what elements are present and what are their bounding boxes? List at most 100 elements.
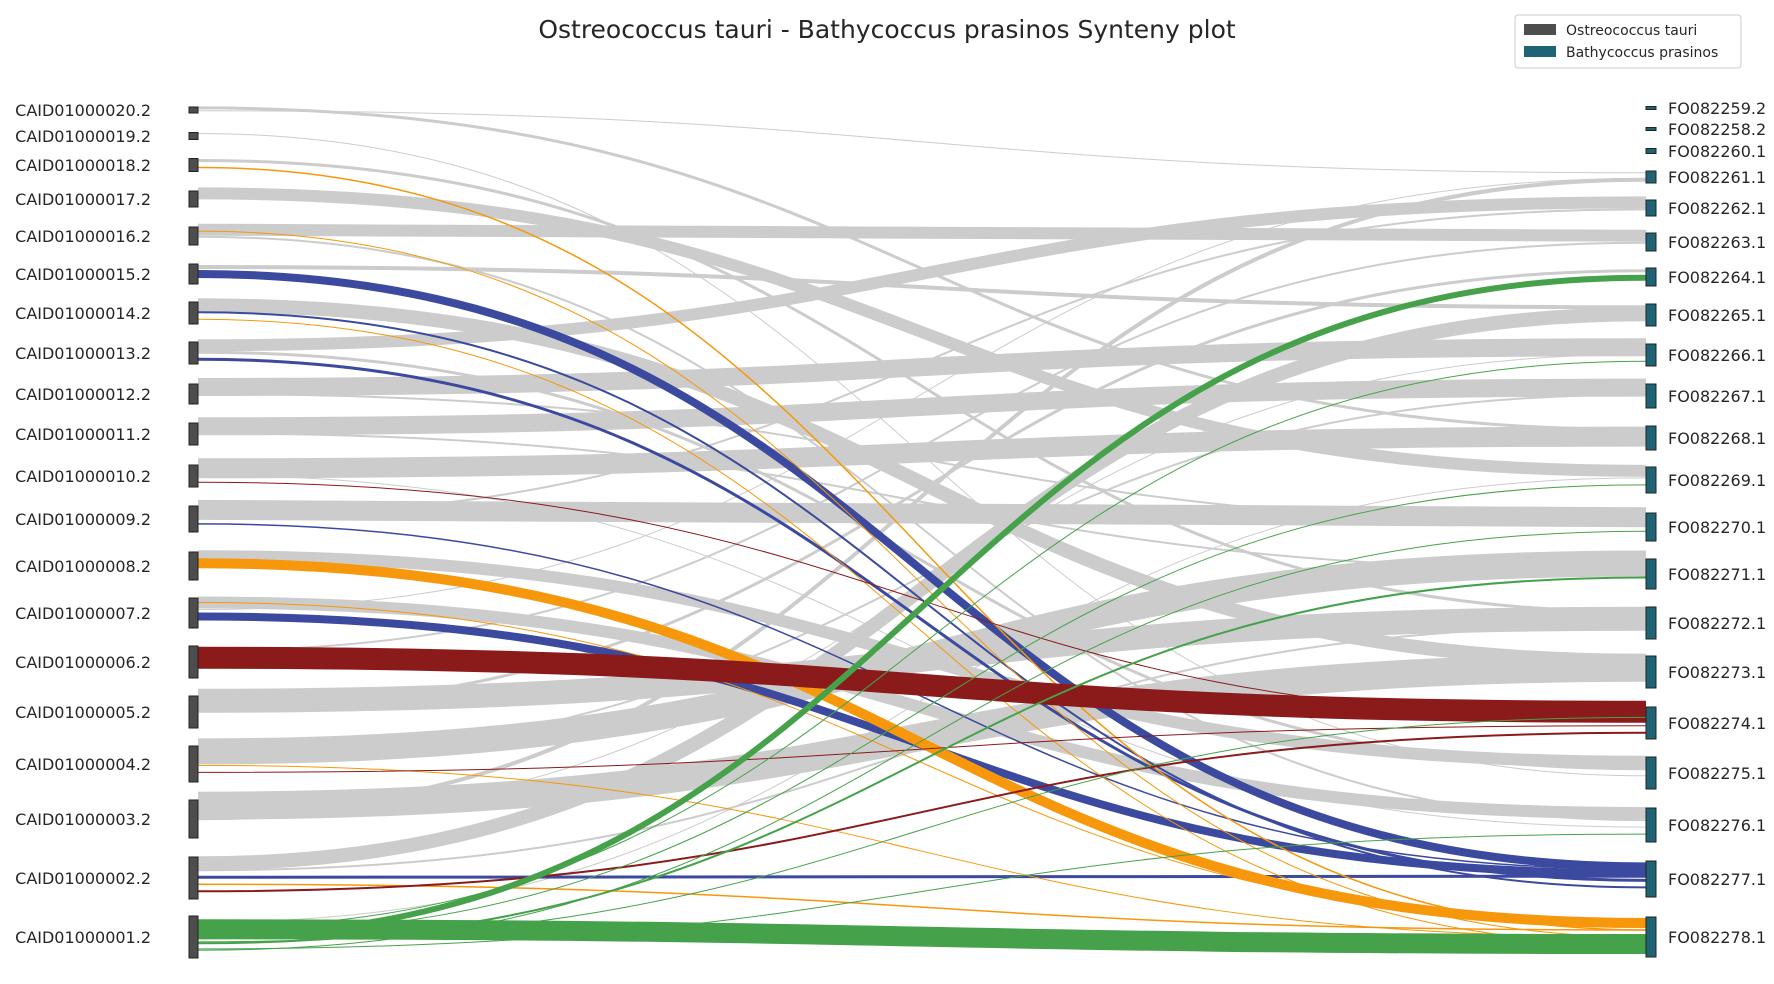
left-chromosome-bar-6 <box>188 301 199 325</box>
synteny-link-4 <box>197 523 1647 870</box>
right-chromosome-label-18: FO082276.1 <box>1668 816 1766 835</box>
right-genome-chromosomes: FO082259.2 FO082258.2 FO082260.1 FO082261.1… <box>1645 99 1766 958</box>
synteny-link-35 <box>197 426 1647 479</box>
right-chromosome-label-20: FO082278.1 <box>1668 928 1766 947</box>
chart-title: Ostreococcus tauri - Bathycoccus prasino… <box>538 15 1236 44</box>
left-chromosome-label-4: CAID01000016.2 <box>15 227 151 246</box>
right-chromosome-bar-7 <box>1645 303 1657 327</box>
right-chromosome-label-9: FO082267.1 <box>1668 387 1766 406</box>
synteny-link-28 <box>197 187 1647 477</box>
left-chromosome-label-2: CAID01000018.2 <box>15 156 151 175</box>
synteny-link-46 <box>197 235 1647 822</box>
right-chromosome-label-7: FO082265.1 <box>1668 306 1766 325</box>
synteny-link-38 <box>197 596 1647 820</box>
synteny-link-29 <box>197 223 1647 242</box>
synteny-link-50 <box>197 241 1647 652</box>
right-chromosome-bar-3 <box>1645 170 1657 184</box>
synteny-link-17 <box>197 919 1647 954</box>
left-chromosome-label-14: CAID01000006.2 <box>15 653 151 672</box>
synteny-link-32 <box>197 196 1647 352</box>
synteny-link-36 <box>197 499 1647 528</box>
synteny-link-56 <box>197 353 1647 821</box>
synteny-link-18 <box>197 274 1647 940</box>
synteny-link-16 <box>197 731 1647 893</box>
legend-swatch-ostreococcus <box>1524 24 1556 35</box>
right-chromosome-bar-15 <box>1645 655 1657 689</box>
synteny-link-9 <box>197 318 1647 945</box>
left-chromosome-label-5: CAID01000015.2 <box>15 265 151 284</box>
synteny-link-7 <box>197 166 1647 931</box>
synteny-link-6 <box>197 558 1647 928</box>
right-chromosome-bar-5 <box>1645 232 1657 252</box>
left-chromosome-label-8: CAID01000012.2 <box>15 385 151 404</box>
synteny-link-40 <box>197 550 1647 765</box>
left-chromosome-label-11: CAID01000009.2 <box>15 510 151 529</box>
synteny-link-13 <box>197 646 1647 723</box>
legend-box <box>1514 14 1742 69</box>
left-chromosome-label-16: CAID01000004.2 <box>15 755 151 774</box>
synteny-link-21 <box>197 360 1647 929</box>
synteny-link-42 <box>197 177 1647 815</box>
right-chromosome-label-14: FO082272.1 <box>1668 614 1766 633</box>
right-chromosome-bar-20 <box>1645 916 1657 958</box>
synteny-link-8 <box>197 230 1647 938</box>
left-chromosome-bar-16 <box>188 745 199 783</box>
synteny-link-44 <box>197 269 1647 710</box>
right-chromosome-bar-13 <box>1645 558 1657 590</box>
synteny-link-20 <box>197 530 1647 951</box>
synteny-link-3 <box>197 311 1647 889</box>
synteny-link-10 <box>197 602 1647 924</box>
right-chromosome-bar-17 <box>1645 756 1657 790</box>
right-chromosome-label-12: FO082270.1 <box>1668 518 1766 537</box>
left-chromosome-bar-11 <box>188 505 199 533</box>
left-chromosome-label-10: CAID01000010.2 <box>15 467 151 486</box>
left-chromosome-bar-2 <box>188 158 199 172</box>
left-chromosome-bar-0 <box>188 106 199 114</box>
synteny-link-43 <box>197 307 1647 871</box>
synteny-link-19 <box>197 576 1647 945</box>
right-chromosome-label-2: FO082260.1 <box>1668 142 1766 161</box>
left-chromosome-label-1: CAID01000019.2 <box>15 127 151 146</box>
synteny-link-14 <box>197 481 1647 720</box>
synteny-link-23 <box>197 716 1647 943</box>
left-chromosome-label-3: CAID01000017.2 <box>15 190 151 209</box>
right-chromosome-bar-0 <box>1645 106 1657 110</box>
legend-label-ostreococcus: Ostreococcus tauri <box>1566 23 1697 39</box>
synteny-link-51 <box>197 393 1647 760</box>
left-chromosome-bar-1 <box>188 132 199 140</box>
right-chromosome-bar-12 <box>1645 512 1657 542</box>
left-chromosome-bar-14 <box>188 645 199 679</box>
right-chromosome-label-0: FO082259.2 <box>1668 99 1766 118</box>
left-chromosome-label-9: CAID01000011.2 <box>15 425 151 444</box>
left-chromosome-bar-18 <box>188 856 199 900</box>
left-chromosome-label-18: CAID01000002.2 <box>15 869 151 888</box>
left-chromosome-bar-5 <box>188 263 199 285</box>
synteny-link-41 <box>197 653 1647 820</box>
left-chromosome-bar-9 <box>188 422 199 446</box>
left-chromosome-label-7: CAID01000013.2 <box>15 344 151 363</box>
right-chromosome-label-19: FO082277.1 <box>1668 870 1766 889</box>
right-chromosome-bar-14 <box>1645 606 1657 640</box>
left-chromosome-label-12: CAID01000008.2 <box>15 557 151 576</box>
synteny-link-0 <box>197 270 1647 871</box>
left-chromosome-bar-13 <box>188 597 199 629</box>
synteny-link-5 <box>197 874 1647 879</box>
right-chromosome-label-15: FO082273.1 <box>1668 663 1766 682</box>
left-chromosome-label-19: CAID01000001.2 <box>15 928 151 947</box>
synteny-link-22 <box>197 484 1647 936</box>
right-chromosome-bar-11 <box>1645 466 1657 494</box>
right-chromosome-bar-6 <box>1645 267 1657 287</box>
right-chromosome-bar-1 <box>1645 127 1657 131</box>
synteny-link-47 <box>197 432 1647 572</box>
synteny-link-31 <box>197 298 1647 668</box>
right-chromosome-label-16: FO082274.1 <box>1668 714 1766 733</box>
synteny-link-24 <box>197 833 1647 950</box>
right-chromosome-label-10: FO082268.1 <box>1668 429 1766 448</box>
synteny-link-48 <box>197 393 1647 526</box>
legend: Ostreococcus tauri Bathycoccus prasinos <box>1514 14 1742 69</box>
synteny-link-11 <box>197 883 1647 931</box>
right-chromosome-bar-18 <box>1645 807 1657 843</box>
synteny-link-30 <box>197 265 1647 310</box>
right-chromosome-bar-16 <box>1645 706 1657 740</box>
